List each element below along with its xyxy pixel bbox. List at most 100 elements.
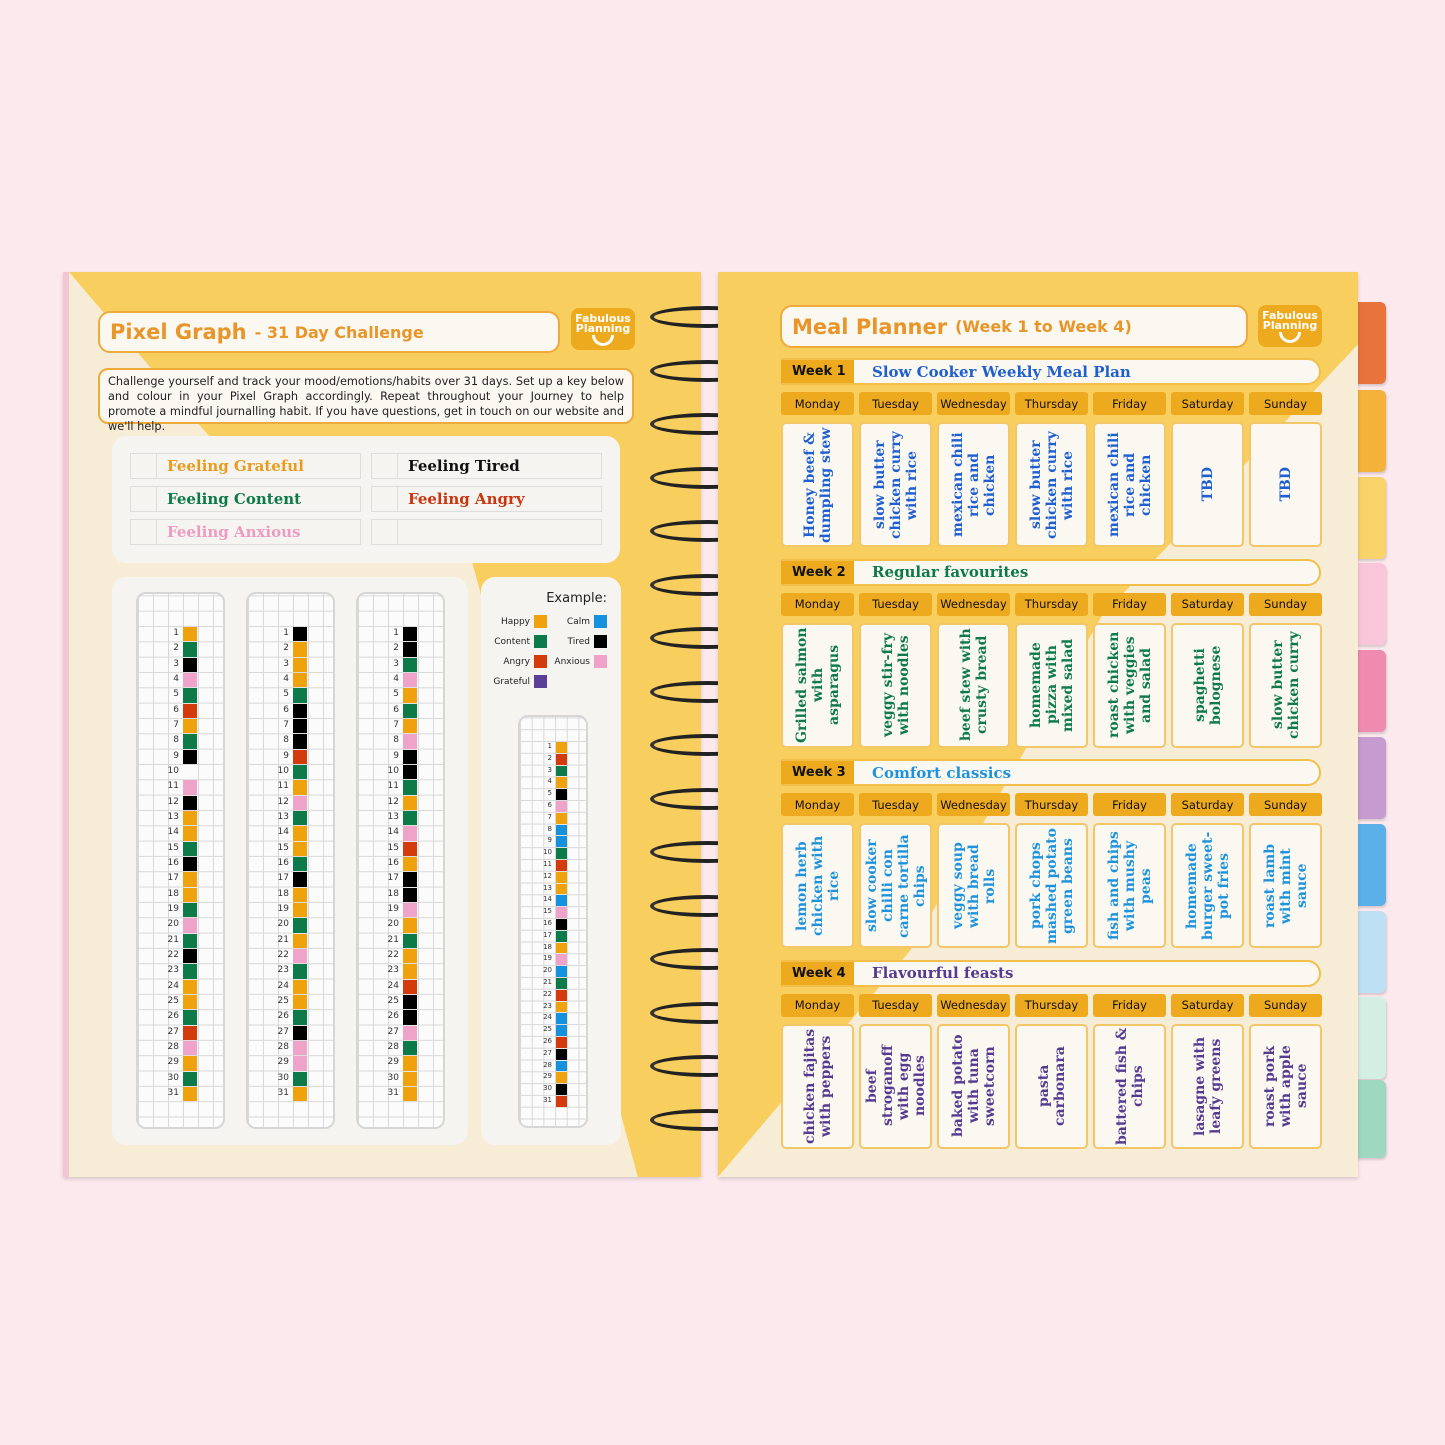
key-color-swatch[interactable] [131,454,157,478]
pixel-cell[interactable] [183,718,197,734]
pixel-cell[interactable] [183,642,197,657]
pixel-cell[interactable] [183,795,197,810]
pixel-cell[interactable] [403,764,417,780]
pixel-cell[interactable] [556,1037,567,1048]
pixel-cell[interactable] [556,753,567,765]
pixel-cell[interactable] [403,780,417,795]
pixel-cell[interactable] [293,688,307,703]
meal-cell[interactable]: roast chicken with veggies and salad [1093,622,1166,748]
pixel-cell[interactable] [403,872,417,887]
pixel-cell[interactable] [183,1040,197,1056]
pixel-cell[interactable] [183,672,197,688]
pixel-cell[interactable] [556,1084,567,1095]
pixel-cell[interactable] [556,801,567,812]
meal-cell[interactable]: lemon herb chicken with rice [781,823,854,948]
pixel-cell[interactable] [183,688,197,703]
pixel-cell[interactable] [183,872,197,887]
pixel-cell[interactable] [403,902,417,918]
pixel-cell[interactable] [403,703,417,718]
meal-cell[interactable]: fish and chips with mushy peas [1093,823,1166,948]
meal-cell[interactable]: veggy soup with bread rolls [937,823,1010,948]
key-row[interactable]: Feeling Tired [371,453,602,479]
pixel-cell[interactable] [556,978,567,989]
pixel-cell[interactable] [293,948,307,964]
pixel-cell[interactable] [183,994,197,1010]
pixel-cell[interactable] [183,841,197,856]
meal-cell[interactable]: spaghetti bolognese [1171,622,1244,748]
pixel-cell[interactable] [403,795,417,810]
pixel-cell[interactable] [183,703,197,718]
pixel-cell[interactable] [403,979,417,994]
pixel-cell[interactable] [556,1048,567,1060]
meal-cell[interactable]: roast lamb with mint sauce [1249,823,1322,948]
pixel-cell[interactable] [293,902,307,918]
pixel-cell[interactable] [403,642,417,657]
pixel-cell[interactable] [293,764,307,780]
pixel-cell[interactable] [556,930,567,942]
pixel-cell[interactable] [556,836,567,848]
pixel-cell[interactable] [293,826,307,841]
pixel-cell[interactable] [403,826,417,841]
pixel-cell[interactable] [403,841,417,856]
pixel-cell[interactable] [183,627,197,642]
meal-cell[interactable]: Honey beef & dumpling stew [781,422,854,547]
pixel-cell[interactable] [293,1010,307,1025]
pixel-cell[interactable] [293,1086,307,1102]
pixel-cell[interactable] [183,826,197,841]
pixel-cell[interactable] [183,902,197,918]
pixel-cell[interactable] [403,657,417,672]
pixel-cell[interactable] [556,1096,567,1107]
key-color-swatch[interactable] [131,487,157,511]
pixel-cell[interactable] [403,964,417,979]
pixel-cell[interactable] [183,856,197,872]
pixel-cell[interactable] [183,918,197,933]
pixel-cell[interactable] [403,856,417,872]
pixel-cell[interactable] [293,718,307,734]
pixel-cell[interactable] [556,789,567,800]
pixel-cell[interactable] [403,1086,417,1102]
pixel-cell[interactable] [183,734,197,749]
key-color-swatch[interactable] [131,520,157,544]
pixel-cell[interactable] [403,1025,417,1040]
pixel-cell[interactable] [556,1060,567,1072]
pixel-cell[interactable] [403,887,417,902]
pixel-cell[interactable] [556,942,567,954]
pixel-cell[interactable] [183,1010,197,1025]
pixel-cell[interactable] [293,627,307,642]
pixel-cell[interactable] [183,1056,197,1071]
key-color-swatch[interactable] [372,487,398,511]
pixel-cell[interactable] [403,948,417,964]
pixel-cell[interactable] [556,1072,567,1084]
pixel-cell[interactable] [183,1071,197,1086]
pixel-cell[interactable] [293,964,307,979]
meal-cell[interactable]: lasagne with leafy greens [1171,1023,1244,1149]
pixel-cell[interactable] [556,848,567,859]
meal-cell[interactable]: slow butter chicken curry with rice [859,422,932,547]
pixel-cell[interactable] [403,1040,417,1056]
pixel-cell[interactable] [403,933,417,948]
pixel-cell[interactable] [183,964,197,979]
meal-cell[interactable]: homemade pizza with mixed salad [1015,622,1088,748]
pixel-cell[interactable] [293,657,307,672]
pixel-cell[interactable] [293,872,307,887]
meal-cell[interactable]: chicken fajitas with peppers [781,1023,854,1149]
pixel-cell[interactable] [293,994,307,1010]
key-color-swatch[interactable] [372,520,398,544]
pixel-cell[interactable] [293,856,307,872]
pixel-cell[interactable] [293,1025,307,1040]
pixel-cell[interactable] [556,907,567,918]
meal-cell[interactable]: slow butter chicken curry [1249,622,1322,748]
meal-cell[interactable]: Grilled salmon with asparagus [781,622,854,748]
pixel-cell[interactable] [403,672,417,688]
pixel-cell[interactable] [403,734,417,749]
pixel-cell[interactable] [556,1025,567,1036]
pixel-cell[interactable] [556,989,567,1001]
pixel-cell[interactable] [293,642,307,657]
pixel-cell[interactable] [403,810,417,826]
pixel-cell[interactable] [403,627,417,642]
meal-cell[interactable]: mexican chili rice and chicken [937,422,1010,547]
pixel-cell[interactable] [556,860,567,871]
pixel-cell[interactable] [556,883,567,895]
pixel-cell[interactable] [556,765,567,777]
pixel-cell[interactable] [293,734,307,749]
